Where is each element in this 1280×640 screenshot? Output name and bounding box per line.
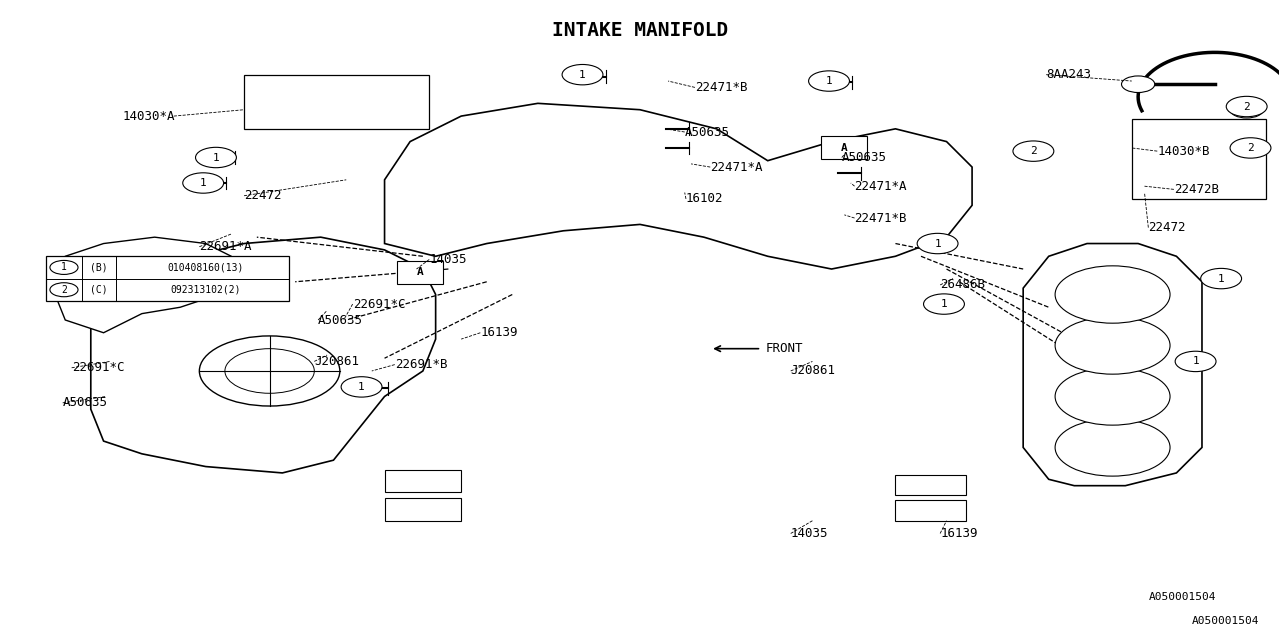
Text: 22691*B: 22691*B — [394, 358, 447, 371]
Text: A50635: A50635 — [319, 314, 364, 326]
Text: 1: 1 — [1192, 356, 1199, 367]
Text: 22471*A: 22471*A — [855, 180, 908, 193]
Circle shape — [1201, 268, 1242, 289]
PathPatch shape — [1023, 244, 1202, 486]
Text: 010408160(13): 010408160(13) — [168, 262, 244, 273]
Text: 14030*B: 14030*B — [1157, 145, 1210, 157]
Text: 1: 1 — [826, 76, 832, 86]
Text: A050001504: A050001504 — [1192, 616, 1260, 626]
Text: J20861: J20861 — [791, 364, 836, 378]
Text: 1: 1 — [941, 299, 947, 309]
Text: 22472B: 22472B — [1174, 183, 1219, 196]
Bar — [896, 475, 965, 495]
Circle shape — [1230, 138, 1271, 158]
Bar — [896, 500, 965, 521]
Circle shape — [196, 147, 237, 168]
Circle shape — [50, 260, 78, 275]
Text: 16102: 16102 — [686, 193, 723, 205]
Text: 22691*C: 22691*C — [352, 298, 406, 310]
Circle shape — [1226, 97, 1267, 116]
Circle shape — [1055, 419, 1170, 476]
Text: 14030*A: 14030*A — [123, 109, 175, 123]
Text: A50635: A50635 — [842, 151, 887, 164]
Circle shape — [50, 283, 78, 297]
Text: (C): (C) — [90, 285, 108, 295]
FancyBboxPatch shape — [822, 136, 868, 159]
Text: 22471*A: 22471*A — [710, 161, 763, 173]
Circle shape — [1055, 317, 1170, 374]
Circle shape — [1055, 368, 1170, 425]
Text: 22472: 22472 — [1148, 221, 1185, 234]
PathPatch shape — [52, 237, 244, 333]
Circle shape — [1121, 76, 1155, 93]
Text: A50635: A50635 — [63, 396, 108, 410]
Bar — [46, 256, 289, 301]
Circle shape — [809, 71, 850, 92]
FancyBboxPatch shape — [397, 260, 443, 284]
Text: 1: 1 — [1217, 273, 1225, 284]
Circle shape — [562, 65, 603, 85]
Circle shape — [200, 336, 340, 406]
Bar — [384, 499, 461, 521]
Text: 14035: 14035 — [429, 253, 467, 266]
Text: 22471*B: 22471*B — [695, 81, 748, 94]
Text: A050001504: A050001504 — [1148, 592, 1216, 602]
Circle shape — [225, 349, 315, 394]
Circle shape — [1230, 101, 1263, 118]
Text: 14035: 14035 — [791, 527, 828, 540]
Circle shape — [1012, 141, 1053, 161]
Circle shape — [1055, 266, 1170, 323]
Text: FRONT: FRONT — [765, 342, 803, 355]
Text: 1: 1 — [61, 262, 67, 273]
Text: 1: 1 — [579, 70, 586, 79]
Text: 1: 1 — [358, 382, 365, 392]
Text: 16139: 16139 — [480, 326, 518, 339]
Text: 22691*A: 22691*A — [200, 240, 252, 253]
Text: 2: 2 — [61, 285, 67, 295]
Text: J20861: J20861 — [315, 355, 360, 368]
Bar — [384, 470, 461, 492]
PathPatch shape — [91, 237, 435, 473]
Text: 26486B: 26486B — [940, 278, 986, 291]
Bar — [244, 75, 429, 129]
Text: (B): (B) — [90, 262, 108, 273]
Circle shape — [924, 294, 964, 314]
Text: 1: 1 — [934, 239, 941, 248]
Circle shape — [918, 234, 957, 253]
Bar — [1132, 119, 1266, 199]
Text: 2: 2 — [1243, 102, 1251, 111]
Text: 2: 2 — [1247, 143, 1254, 153]
PathPatch shape — [384, 103, 972, 269]
Text: 092313102(2): 092313102(2) — [170, 285, 241, 295]
Text: 16139: 16139 — [940, 527, 978, 540]
Text: A: A — [841, 143, 847, 153]
Text: 22691*C: 22691*C — [72, 362, 124, 374]
Text: 8AA243: 8AA243 — [1046, 68, 1091, 81]
Circle shape — [1175, 351, 1216, 372]
Circle shape — [183, 173, 224, 193]
Circle shape — [1230, 140, 1263, 156]
Circle shape — [342, 377, 381, 397]
Text: 2: 2 — [1030, 146, 1037, 156]
Text: 1: 1 — [200, 178, 206, 188]
Text: 22472: 22472 — [244, 189, 282, 202]
Text: 22471*B: 22471*B — [855, 212, 908, 225]
Text: A50635: A50635 — [685, 125, 730, 138]
Text: 1: 1 — [212, 152, 219, 163]
Text: INTAKE MANIFOLD: INTAKE MANIFOLD — [552, 20, 728, 40]
Text: A: A — [417, 268, 424, 277]
